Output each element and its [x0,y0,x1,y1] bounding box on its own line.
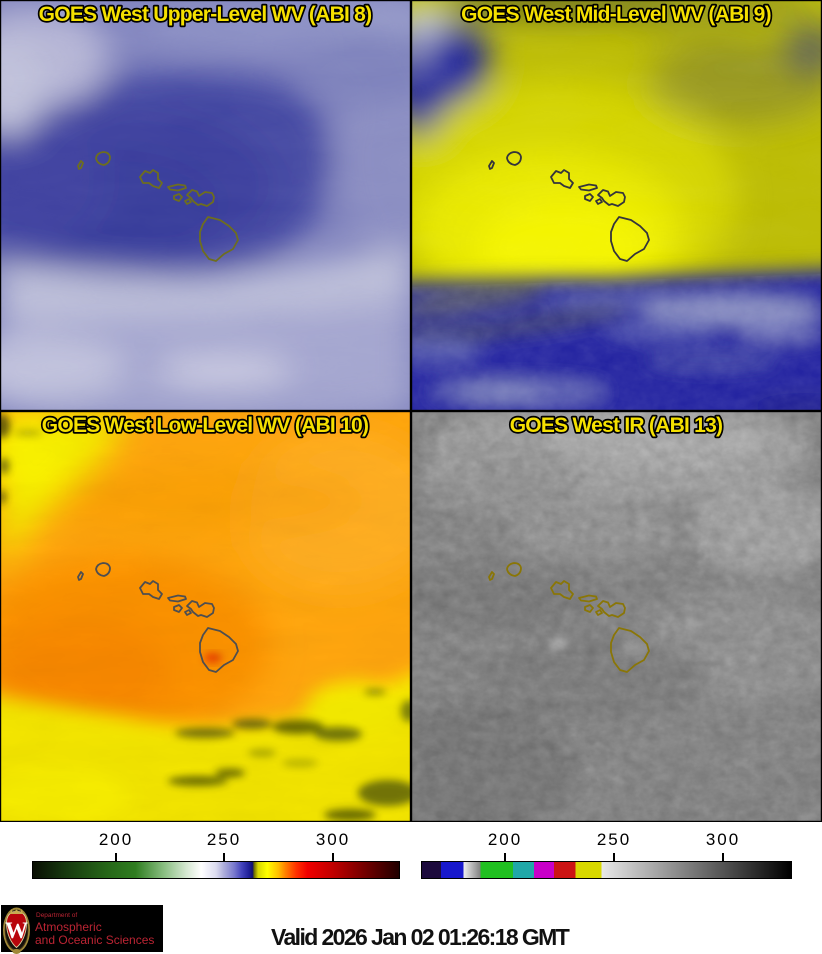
svg-text:GOES West Low-Level WV (ABI 10: GOES West Low-Level WV (ABI 10) [42,414,368,437]
svg-text:GOES West Upper-Level WV (ABI: GOES West Upper-Level WV (ABI 8) [39,3,372,26]
svg-text:GOES West Mid-Level WV (ABI 9): GOES West Mid-Level WV (ABI 9) [461,3,771,26]
svg-text:W: W [5,918,28,943]
svg-text:GOES West IR (ABI 13): GOES West IR (ABI 13) [510,414,723,437]
